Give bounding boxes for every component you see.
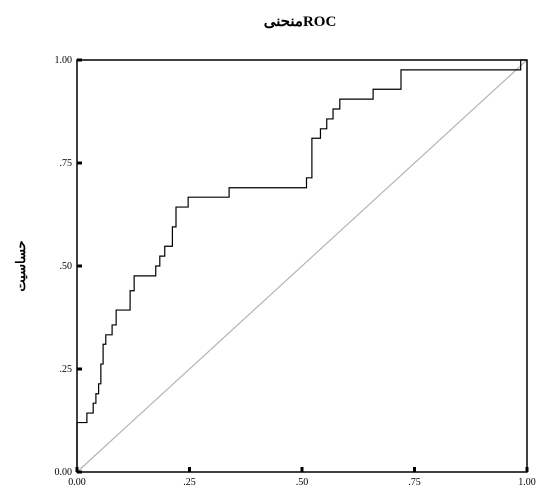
x-tick-label: 0.00 <box>68 477 86 488</box>
reference-diagonal-line <box>76 59 528 473</box>
y-tick-label: .25 <box>60 364 73 375</box>
chart-title: منحنیROC <box>264 14 337 30</box>
y-axis-title-group: حساسیت <box>13 240 28 291</box>
roc-curve-line <box>76 59 527 472</box>
y-tick-label: .50 <box>60 261 73 272</box>
y-tick-label: 0.00 <box>55 467 73 478</box>
x-tick-label: .75 <box>408 477 421 488</box>
roc-curve-group <box>76 59 527 472</box>
y-tick-label: .75 <box>60 158 73 169</box>
reference-line-group <box>76 59 528 473</box>
x-tick-label: .25 <box>183 477 196 488</box>
y-tick-label: 1.00 <box>55 55 73 66</box>
x-tick-label: .50 <box>296 477 309 488</box>
x-tick-label: 1.00 <box>518 477 536 488</box>
y-axis-title: حساسیت <box>13 240 28 291</box>
ticks-group: 0.00 .25 .50 .75 1.00 0.00 .25 .50 .75 1.00 <box>55 55 536 488</box>
